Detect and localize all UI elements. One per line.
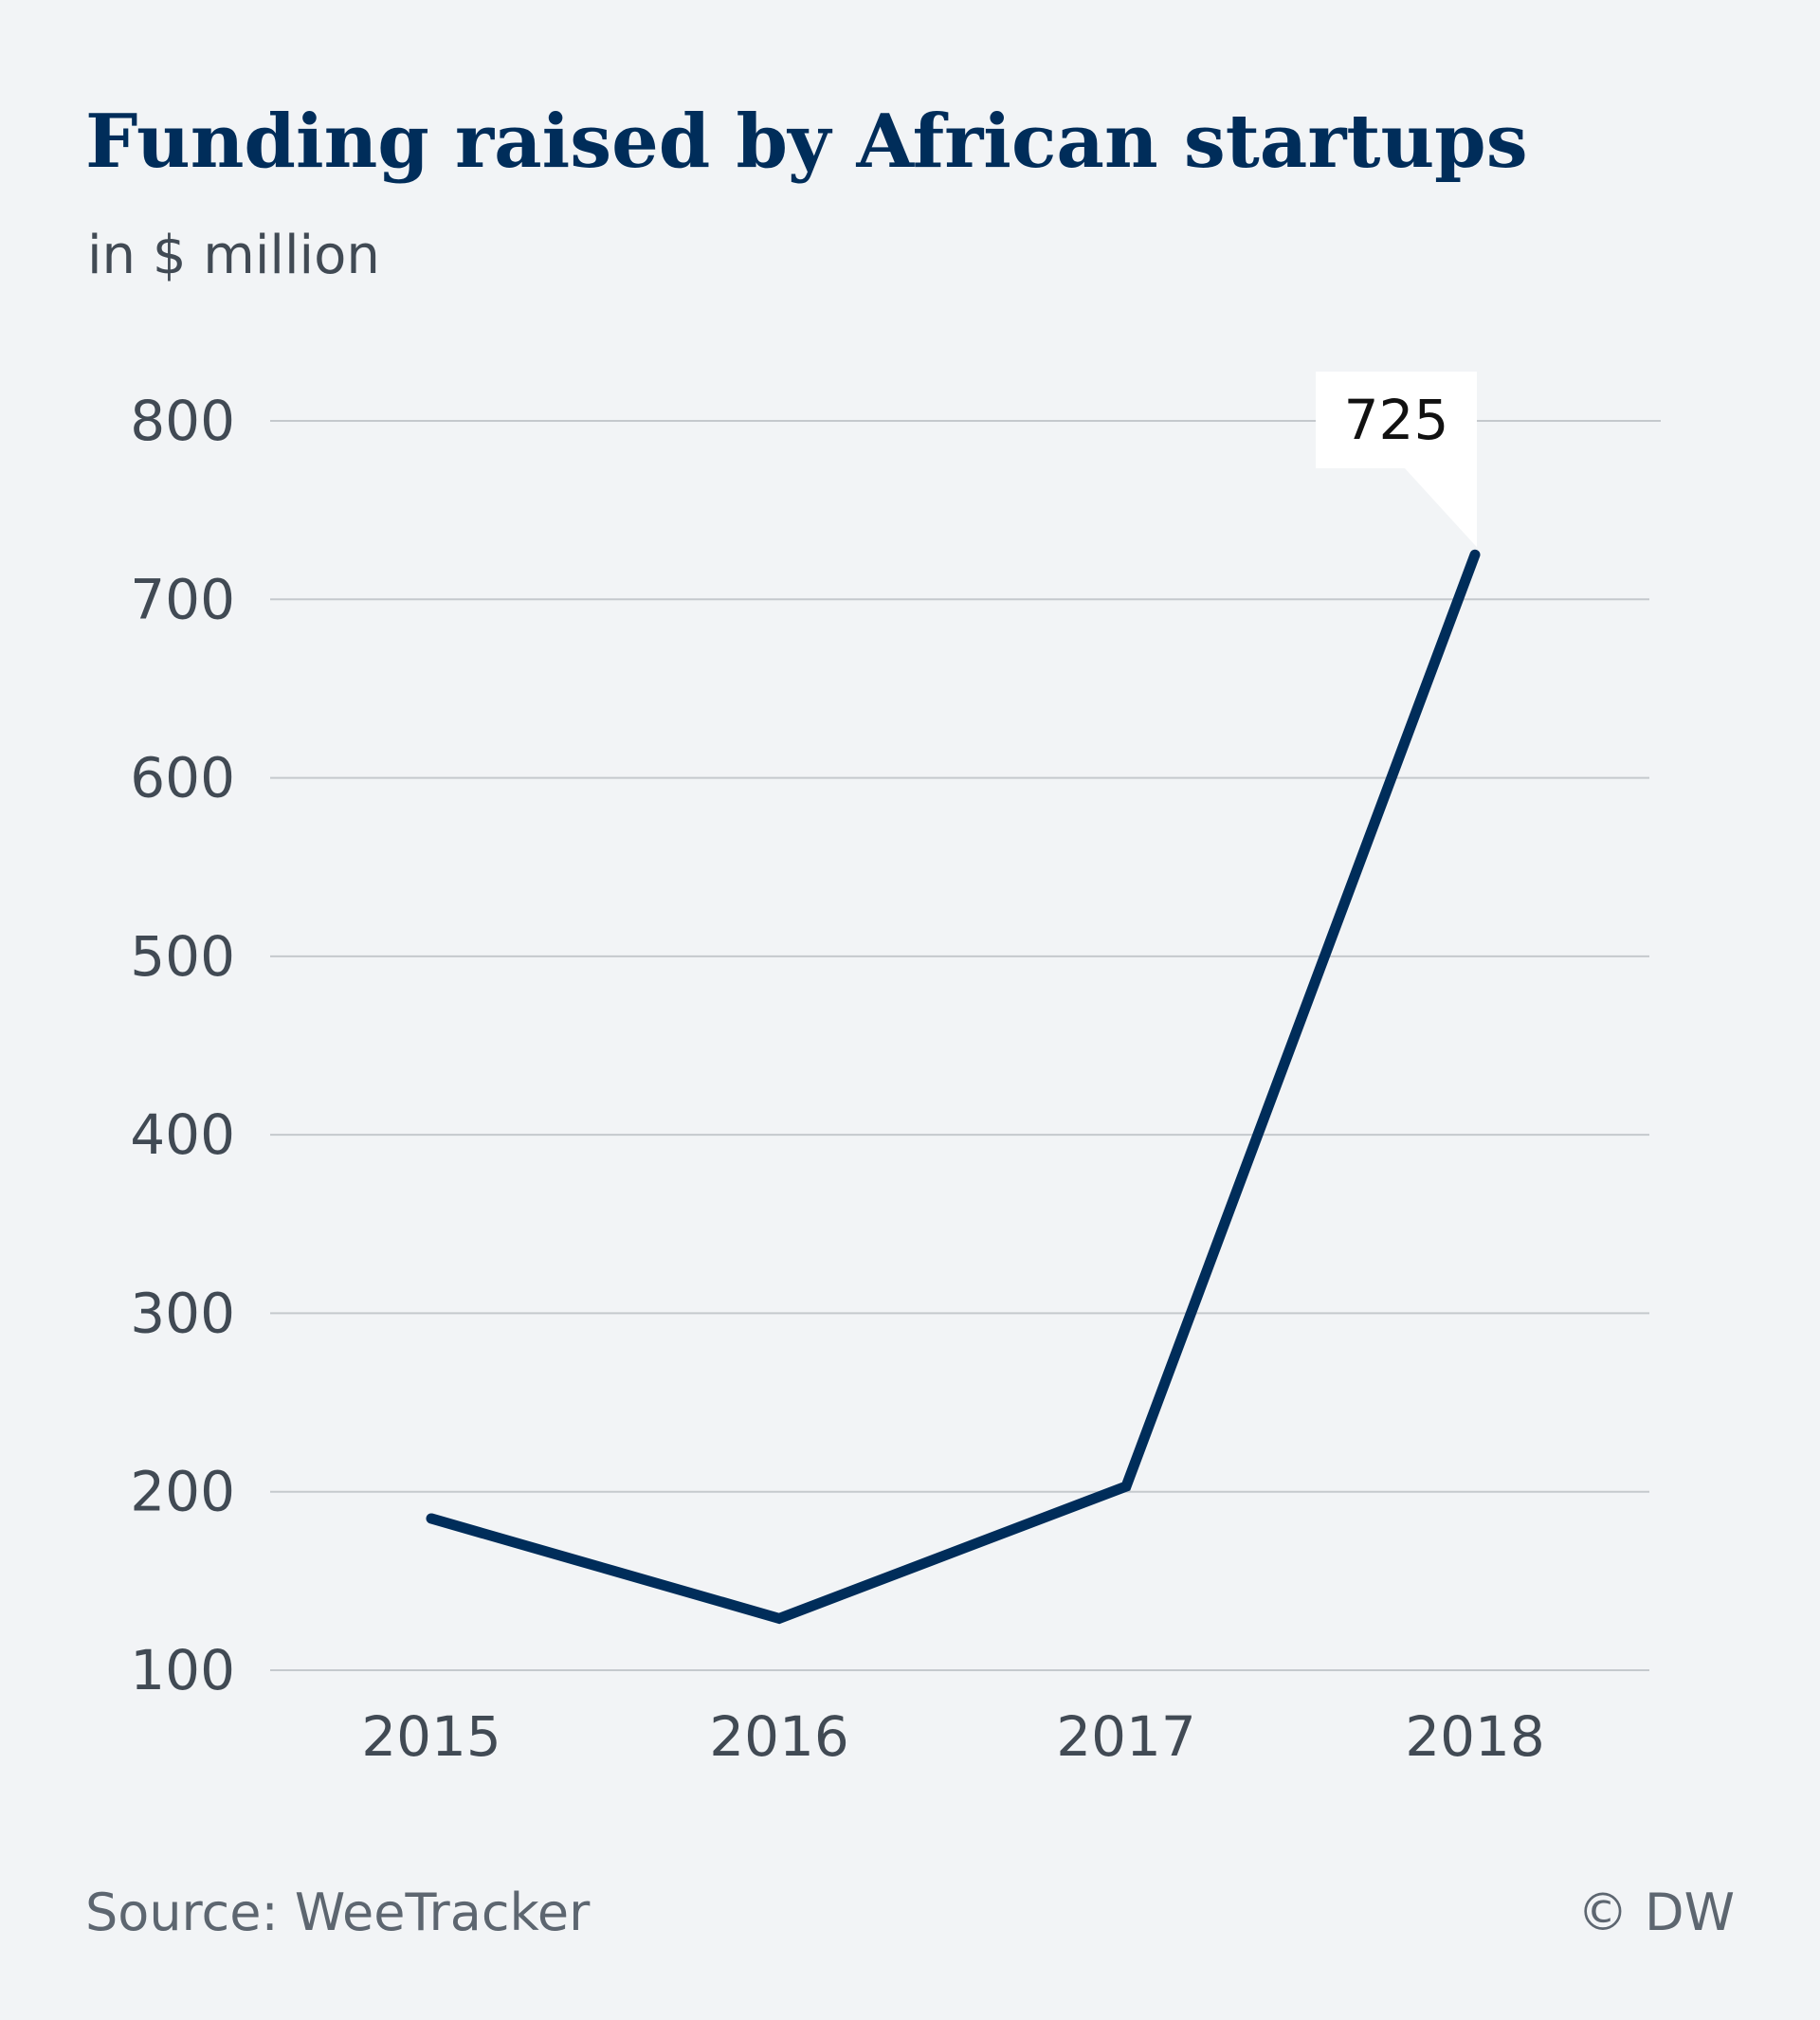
chart-subtitle: in $ million [87, 225, 380, 286]
series-line [426, 549, 1481, 1625]
y-tick-label: 800 [130, 389, 235, 453]
y-tick-label: 700 [130, 567, 235, 631]
x-tick-label: 2015 [361, 1704, 501, 1769]
y-tick-label: 400 [130, 1102, 235, 1167]
y-tick-label: 200 [130, 1460, 235, 1524]
y-tick-label: 100 [130, 1638, 235, 1702]
y-axis-ticks: 100 200 300 400 500 600 700 800 [130, 389, 235, 1702]
chart-title: Funding raised by African startups [85, 99, 1528, 185]
x-tick-label: 2016 [709, 1704, 849, 1769]
x-tick-label: 2017 [1056, 1704, 1196, 1769]
grid-lines [270, 420, 1661, 1671]
value-callout-label: 725 [1344, 388, 1449, 452]
x-axis-ticks: 2015 2016 2017 2018 [361, 1704, 1545, 1769]
series-layer [426, 549, 1481, 1625]
value-callout-box [1316, 372, 1477, 548]
source-note: Source: WeeTracker [85, 1883, 591, 1942]
copyright-credit: © DW [1577, 1883, 1735, 1942]
x-tick-label: 2018 [1405, 1704, 1545, 1769]
annotation-layer: 725 [1316, 372, 1477, 548]
y-tick-label: 300 [130, 1281, 235, 1345]
y-tick-label: 600 [130, 746, 235, 810]
y-tick-label: 500 [130, 924, 235, 989]
